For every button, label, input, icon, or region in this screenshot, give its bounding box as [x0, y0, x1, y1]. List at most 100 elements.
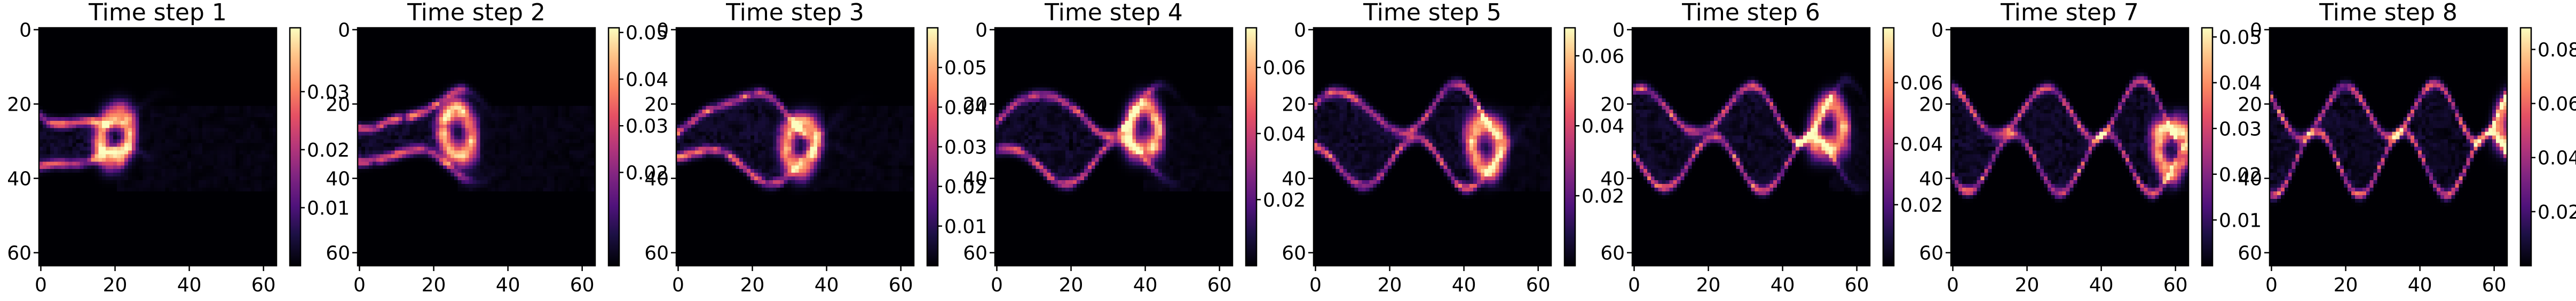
y-tick-label: 60: [1600, 243, 1625, 265]
heatmap-frame: [357, 27, 596, 267]
colorbar-tick-label: 0.04: [944, 97, 987, 119]
y-tick-label: 0: [1613, 19, 1625, 41]
x-tick-label: 20: [103, 274, 128, 296]
colorbar-tick-label: 0.02: [626, 162, 668, 184]
colorbar-tick-label: 0.01: [944, 216, 987, 238]
colorbar-frame: [1245, 27, 1258, 267]
x-tick-label: 40: [815, 274, 839, 296]
y-tick-label: 60: [326, 243, 350, 265]
heatmap-image: [1632, 28, 1870, 266]
colorbar-tick-label: 0.02: [1582, 186, 1624, 207]
heatmap-frame: [38, 27, 278, 267]
panel-title: Time step 1: [88, 0, 227, 26]
x-tick-label: 40: [496, 274, 520, 296]
heatmap-frame: [1950, 27, 2190, 267]
x-tick-label: 40: [1771, 274, 1795, 296]
x-tick-label: 60: [2482, 274, 2507, 296]
heatmap-image: [995, 28, 1232, 266]
heatmap-frame: [994, 27, 1234, 267]
y-tick-label: 40: [2238, 168, 2262, 190]
x-tick-label: 20: [422, 274, 446, 296]
colorbar-tick-label: 0.06: [2538, 94, 2576, 115]
x-tick-label: 40: [1452, 274, 1476, 296]
panel-title: Time step 5: [1363, 0, 1502, 26]
x-tick-label: 20: [1696, 274, 1721, 296]
panel-title: Time step 3: [725, 0, 864, 26]
y-tick-label: 20: [2238, 94, 2262, 116]
x-tick-label: 40: [1133, 274, 1158, 296]
y-tick-label: 20: [1919, 94, 1943, 116]
y-tick-label: 0: [338, 19, 350, 41]
x-tick-label: 20: [1059, 274, 1084, 296]
heatmap-image: [39, 28, 276, 266]
x-tick-label: 0: [1628, 274, 1640, 296]
x-tick-label: 20: [1378, 274, 1402, 296]
y-tick-label: 60: [644, 243, 669, 265]
colorbar-frame: [1563, 27, 1576, 267]
y-tick-label: 60: [963, 243, 987, 265]
y-tick-label: 20: [1282, 94, 1306, 116]
y-tick-label: 0: [975, 19, 987, 41]
colorbar-tick-label: 0.06: [1582, 45, 1624, 67]
y-tick-label: 60: [2238, 243, 2262, 265]
panel-title: Time step 7: [2000, 0, 2139, 26]
x-tick-label: 0: [1309, 274, 1322, 296]
colorbar-tick-label: 0.04: [626, 69, 668, 91]
colorbar-frame: [2201, 27, 2214, 267]
x-tick-label: 60: [570, 274, 595, 296]
x-tick-label: 0: [672, 274, 684, 296]
x-tick-label: 0: [1947, 274, 1959, 296]
heatmap-frame: [1631, 27, 1871, 267]
y-tick-label: 40: [644, 168, 669, 190]
colorbar-tick-label: 0.04: [2538, 148, 2576, 169]
x-tick-label: 0: [991, 274, 1003, 296]
colorbar-tick-label: 0.02: [2538, 202, 2576, 223]
heatmap-frame: [675, 27, 915, 267]
colorbar: [290, 28, 301, 266]
colorbar-tick-label: 0.03: [2219, 118, 2262, 140]
y-tick-label: 60: [1282, 243, 1306, 265]
colorbar-frame: [1882, 27, 1895, 267]
colorbar-tick-label: 0.02: [944, 176, 987, 198]
heatmap-image: [1314, 28, 1551, 266]
x-tick-label: 60: [1526, 274, 1551, 296]
heatmap-frame: [2269, 27, 2508, 267]
colorbar-tick-label: 0.03: [307, 81, 350, 103]
colorbar-tick-label: 0.05: [2219, 27, 2262, 49]
y-tick-label: 20: [1600, 94, 1625, 116]
x-tick-label: 20: [740, 274, 765, 296]
heatmap-image: [1951, 28, 2188, 266]
y-tick-label: 40: [1919, 168, 1943, 190]
y-tick-label: 40: [963, 168, 987, 190]
panel-title: Time step 8: [2319, 0, 2458, 26]
colorbar-tick-label: 0.06: [1263, 57, 1306, 79]
colorbar-tick-label: 0.08: [2538, 39, 2576, 61]
colorbar-tick-label: 0.02: [1900, 195, 1943, 217]
colorbar-tick-label: 0.04: [1582, 115, 1624, 137]
y-tick-label: 20: [7, 94, 31, 116]
x-tick-label: 60: [1207, 274, 1232, 296]
x-tick-label: 60: [889, 274, 913, 296]
colorbar-tick-label: 0.01: [2219, 210, 2262, 231]
colorbar-tick-label: 0.05: [944, 57, 987, 79]
heatmap-panel: Time step 30 20 40 6002040600.010.020.030.0…: [644, 0, 987, 296]
heatmap-image: [2270, 28, 2507, 266]
colorbar-tick-label: 0.04: [2219, 73, 2262, 95]
x-tick-label: 40: [2089, 274, 2114, 296]
y-tick-label: 0: [657, 19, 669, 41]
colorbar-tick-label: 0.05: [626, 22, 668, 44]
colorbar-frame: [289, 27, 302, 267]
y-tick-label: 0: [1931, 19, 1943, 41]
x-tick-label: 40: [177, 274, 202, 296]
panel-title: Time step 4: [1044, 0, 1183, 26]
y-tick-label: 0: [19, 19, 31, 41]
x-tick-label: 60: [2163, 274, 2188, 296]
x-tick-label: 40: [2408, 274, 2432, 296]
heatmap-frame: [1313, 27, 1552, 267]
colorbar-tick-label: 0.06: [1900, 73, 1943, 95]
colorbar-tick-label: 0.02: [2219, 164, 2262, 186]
